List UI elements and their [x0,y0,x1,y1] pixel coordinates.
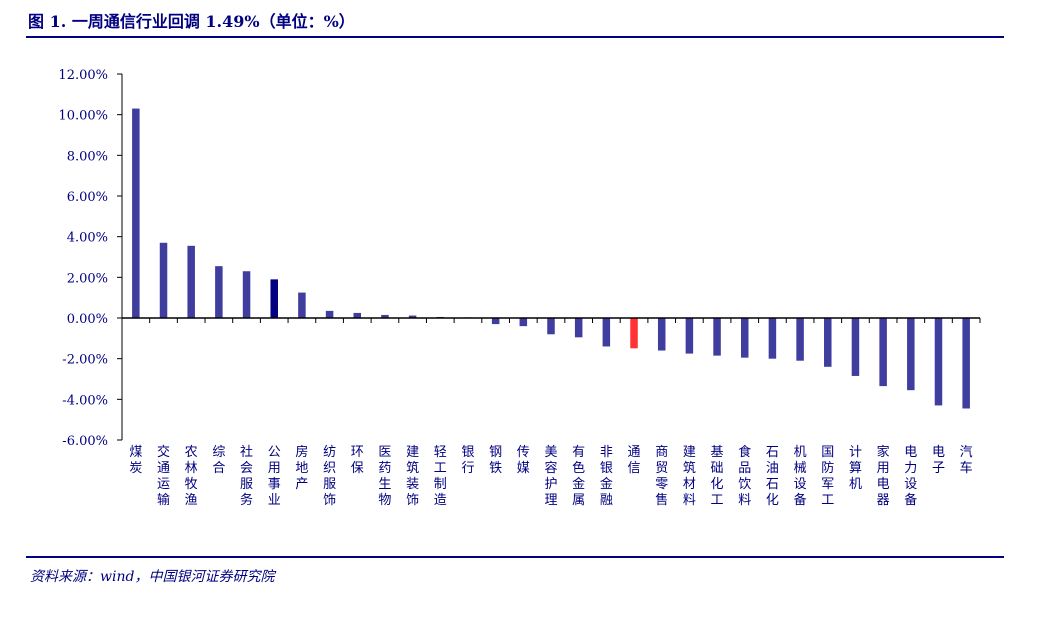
bar-22 [713,318,721,356]
y-tick-label: -4.00% [62,393,108,408]
category-label: 有色金属 [572,445,585,508]
bar-18 [602,318,611,347]
bar-17 [574,318,583,338]
category-label: 轻工制造 [434,445,447,508]
category-label: 交通运输 [157,444,170,508]
category-label: 非银金融 [600,445,613,508]
bottom-divider [26,556,1004,558]
category-label: 石油石化 [766,445,779,508]
bar-23 [740,318,749,358]
category-label: 医药生物 [378,445,391,508]
bars-group [132,108,970,409]
category-label: 通信 [628,445,641,476]
bar-7 [298,292,306,318]
bar-31 [962,318,970,409]
bar-8 [325,310,334,318]
bar-9 [353,312,362,318]
category-label: 家用电器 [877,444,890,508]
category-label: 纺织服饰 [323,445,336,508]
bar-25 [796,318,804,361]
bar-11 [408,315,417,318]
category-label: 计算机 [849,445,862,492]
category-label: 房地产 [295,444,308,492]
y-tick-label: 4.00% [67,231,108,246]
bar-26 [824,318,832,367]
bar-30 [934,318,943,406]
category-labels: 煤炭 交通运输 农林牧渔 综合 社会服务 公用事业 房地产 纺织服饰 环保 医药生物 建筑装饰 轻工制… [129,444,972,508]
category-label: 钢铁 [489,445,502,476]
category-label: 建筑装饰 [406,445,419,508]
y-axis: 12.00% 10.00% 8.00% 6.00% 4.00% 2.00% 0.00% -2.… [58,68,123,449]
category-label: 环保 [351,445,364,476]
y-tick-label: 10.00% [58,109,108,124]
bar-chart: 12.00% 10.00% 8.00% 6.00% 4.00% 2.00% 0.00% -2.… [58,68,981,508]
category-label: 公用事业 [268,445,281,508]
category-label: 电力设备 [904,445,917,508]
category-label: 银行 [461,445,474,476]
bar-3 [187,245,195,318]
category-label: 煤炭 [129,445,142,476]
category-label: 机械设备 [794,445,807,508]
category-label: 传媒 [517,445,530,476]
y-tick-label: 12.00% [58,68,108,83]
category-label: 美容护理 [544,445,557,508]
bar-24 [768,318,777,359]
y-tick-label: -2.00% [62,353,108,368]
category-label: 汽车 [960,445,973,476]
bar-14 [491,318,500,325]
bar-16 [547,318,555,335]
category-label: 食品饮料 [738,444,751,508]
bar-20 [657,318,666,351]
top-divider [26,36,1004,38]
chart-title: 图 1. 一周通信行业回调 1.49%（单位：%） [28,12,355,31]
category-label: 电子 [932,445,945,476]
category-label: 社会服务 [240,444,253,508]
y-tick-label: 8.00% [67,149,108,164]
bar-2 [159,242,168,318]
bar-19 [630,318,638,349]
bar-6 [270,279,278,318]
category-label: 国防军工 [821,445,834,508]
bar-5 [242,271,251,318]
y-tick-label: 2.00% [67,271,108,286]
y-tick-label: 6.00% [67,190,108,205]
category-label: 建筑材料 [683,445,696,508]
bar-28 [879,318,887,387]
bar-21 [685,318,694,354]
bar-1 [132,108,140,318]
category-label: 商贸零售 [655,445,668,508]
bar-27 [851,318,860,376]
source-note: 资料来源：wind，中国银河证券研究院 [30,569,275,585]
category-label: 农林牧渔 [185,445,198,508]
bar-29 [907,318,915,391]
bar-10 [381,314,389,318]
bar-4 [215,266,223,318]
x-axis [121,317,981,323]
bar-15 [519,318,528,327]
category-label: 基础化工 [711,445,724,508]
y-tick-label: 0.00% [67,312,108,327]
category-label: 综合 [212,445,225,476]
y-tick-label: -6.00% [62,434,108,449]
